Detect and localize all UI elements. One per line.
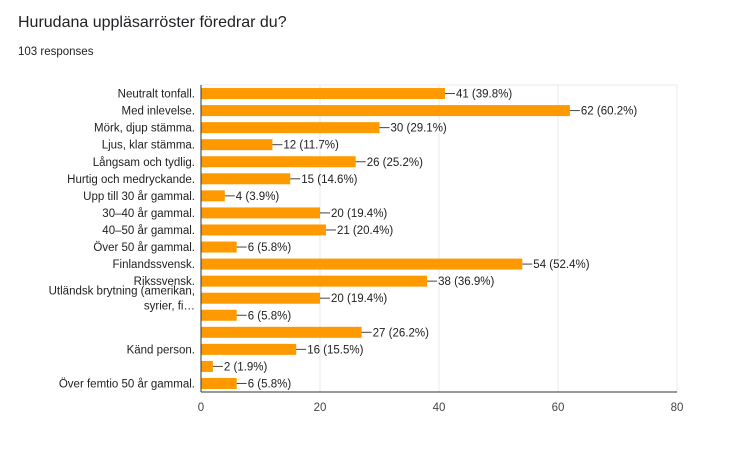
category-label: Över femtio 50 år gammal. [59,378,195,390]
response-count: 103 responses [18,46,94,58]
bar [201,156,356,168]
data-label: 12 (11.7%) [283,140,339,152]
category-label: Över 50 år gammal. [93,242,195,254]
category-label: Rikssvensk. [134,276,195,288]
bar [201,88,445,100]
axes [200,85,677,393]
data-label: 2 (1.9%) [224,361,268,373]
x-tick-label: 80 [671,402,684,414]
data-label: 15 (14.6%) [301,174,357,186]
category-label: Ljus, klar stämma. [102,140,195,152]
bar [201,122,380,134]
bar [201,377,237,389]
x-tick-label: 0 [198,402,204,414]
category-label: Neutralt tonfall. [118,89,195,101]
data-label: 6 (5.8%) [248,242,292,254]
category-label: 30–40 år gammal. [102,208,195,220]
data-label: 6 (5.8%) [248,310,292,322]
data-label: 30 (29.1%) [391,123,447,135]
bar [201,309,237,321]
bar [201,343,297,355]
x-tick-label: 20 [314,402,327,414]
data-label: 62 (60.2%) [581,106,637,118]
data-label: 21 (20.4%) [337,225,393,237]
category-label: Utländsk brytning (amerikan, [49,286,195,298]
category-label: Hurtig och medryckande. [67,174,195,186]
bar [201,224,326,236]
labels: 0 20 40 60 80 41 (39.8%) Neutralt tonfall. 62 (… [49,89,684,414]
x-tick-label: 60 [552,402,565,414]
category-label: Mörk, djup stämma. [94,123,195,135]
bars [201,88,580,389]
bar [201,360,213,372]
bar [201,207,320,219]
bar [201,258,523,270]
bar [201,105,570,117]
category-label: syrier, fi… [144,301,195,313]
category-label: Med inlevelse. [121,106,195,118]
data-label: 4 (3.9%) [236,191,280,203]
data-label: 6 (5.8%) [248,378,292,390]
data-label: 20 (19.4%) [331,208,387,220]
grid-lines [201,84,678,392]
bar [201,275,428,287]
category-label: Långsam och tydlig. [93,157,195,169]
category-label: Finlandssvensk. [113,259,195,271]
data-label: 54 (52.4%) [533,259,589,271]
category-label: Känd person. [127,344,195,356]
data-label: 16 (15.5%) [307,344,363,356]
bar [201,139,273,151]
bar [201,190,225,202]
data-label: 41 (39.8%) [456,89,512,101]
bar [201,241,237,253]
x-tick-label: 40 [433,402,446,414]
data-label: 27 (26.2%) [373,327,429,339]
chart-title: Hurudana uppläsarröster föredrar du? [18,14,287,31]
data-label: 20 (19.4%) [331,293,387,305]
data-label: 38 (36.9%) [438,276,494,288]
bar [201,326,362,338]
category-label: Upp till 30 år gammal. [83,191,195,203]
bar [201,292,320,304]
data-label: 26 (25.2%) [367,157,423,169]
category-label: 40–50 år gammal. [102,225,195,237]
bar [201,173,291,185]
